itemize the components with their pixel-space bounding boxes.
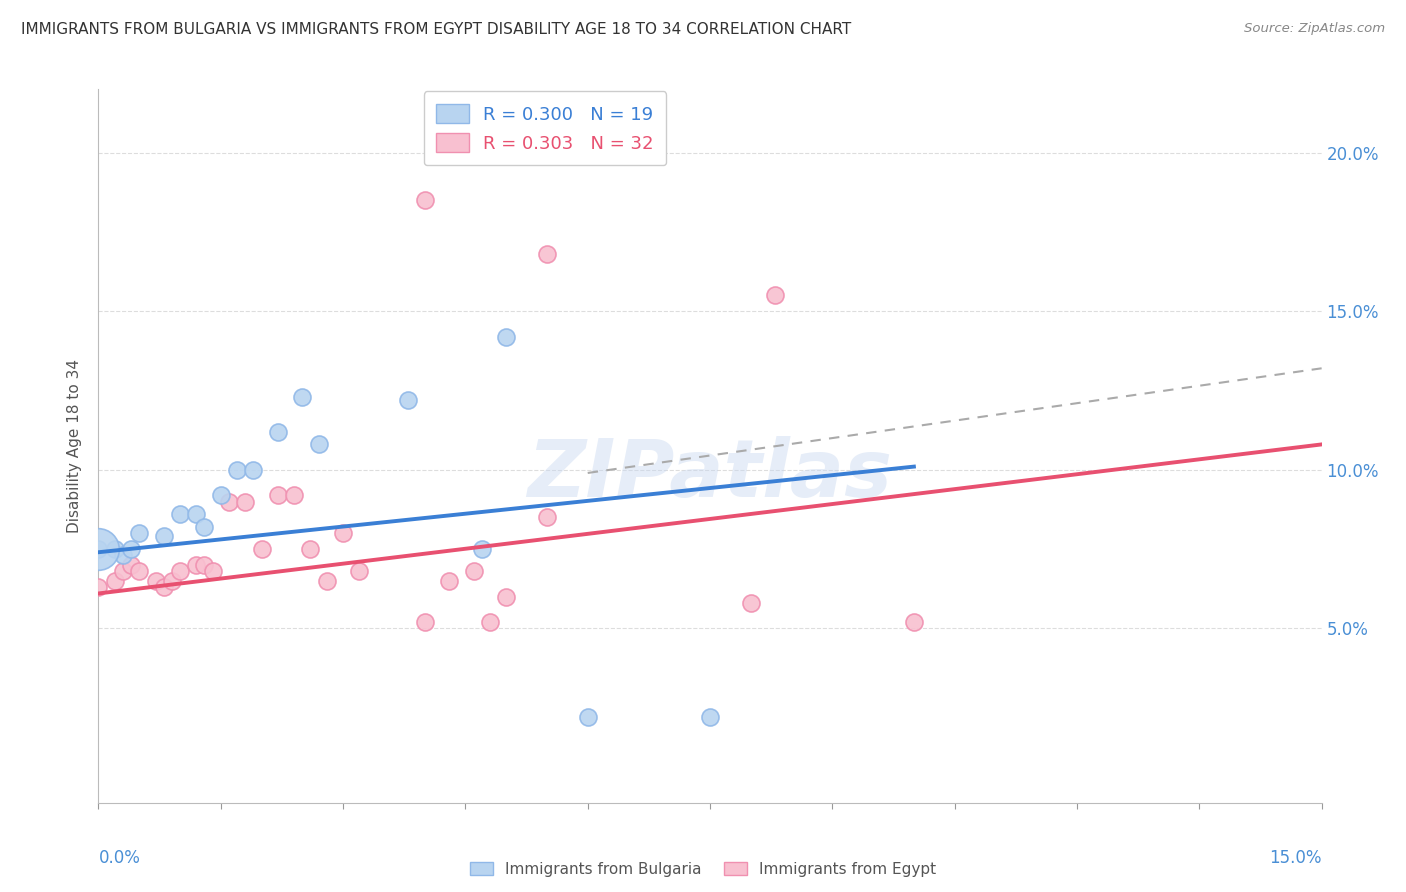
Text: 15.0%: 15.0%	[1270, 849, 1322, 867]
Y-axis label: Disability Age 18 to 34: Disability Age 18 to 34	[67, 359, 83, 533]
Point	[226, 463, 249, 477]
Point	[315, 574, 337, 588]
Point	[104, 542, 127, 557]
Point	[332, 526, 354, 541]
Point	[104, 574, 127, 588]
Point	[349, 564, 371, 578]
Point	[536, 510, 558, 524]
Point	[396, 392, 419, 407]
Point	[111, 564, 134, 578]
Point	[209, 488, 232, 502]
Text: 0.0%: 0.0%	[98, 849, 141, 867]
Point	[536, 247, 558, 261]
Legend: R = 0.300   N = 19, R = 0.303   N = 32: R = 0.300 N = 19, R = 0.303 N = 32	[423, 91, 666, 165]
Legend: Immigrants from Bulgaria, Immigrants from Egypt: Immigrants from Bulgaria, Immigrants fro…	[463, 854, 943, 884]
Point	[120, 542, 142, 557]
Point	[218, 494, 240, 508]
Point	[478, 615, 501, 629]
Point	[193, 558, 215, 572]
Point	[169, 507, 191, 521]
Text: ZIPatlas: ZIPatlas	[527, 435, 893, 514]
Point	[576, 710, 599, 724]
Point	[471, 542, 494, 557]
Point	[152, 529, 174, 543]
Point	[903, 615, 925, 629]
Point	[308, 437, 330, 451]
Point	[193, 520, 215, 534]
Point	[111, 549, 134, 563]
Point	[699, 710, 721, 724]
Point	[413, 193, 436, 207]
Point	[495, 590, 517, 604]
Point	[186, 507, 208, 521]
Point	[120, 558, 142, 572]
Point	[250, 542, 273, 557]
Point	[128, 564, 150, 578]
Point	[763, 288, 786, 302]
Point	[291, 390, 314, 404]
Point	[169, 564, 191, 578]
Point	[437, 574, 460, 588]
Point	[267, 425, 290, 439]
Point	[201, 564, 224, 578]
Point	[186, 558, 208, 572]
Point	[87, 542, 110, 557]
Text: Source: ZipAtlas.com: Source: ZipAtlas.com	[1244, 22, 1385, 36]
Point	[160, 574, 183, 588]
Point	[413, 615, 436, 629]
Point	[152, 580, 174, 594]
Point	[87, 542, 110, 557]
Point	[145, 574, 167, 588]
Point	[128, 526, 150, 541]
Point	[233, 494, 256, 508]
Point	[267, 488, 290, 502]
Point	[299, 542, 322, 557]
Text: IMMIGRANTS FROM BULGARIA VS IMMIGRANTS FROM EGYPT DISABILITY AGE 18 TO 34 CORREL: IMMIGRANTS FROM BULGARIA VS IMMIGRANTS F…	[21, 22, 852, 37]
Point	[463, 564, 485, 578]
Point	[740, 596, 762, 610]
Point	[87, 580, 110, 594]
Point	[495, 329, 517, 343]
Point	[283, 488, 305, 502]
Point	[242, 463, 264, 477]
